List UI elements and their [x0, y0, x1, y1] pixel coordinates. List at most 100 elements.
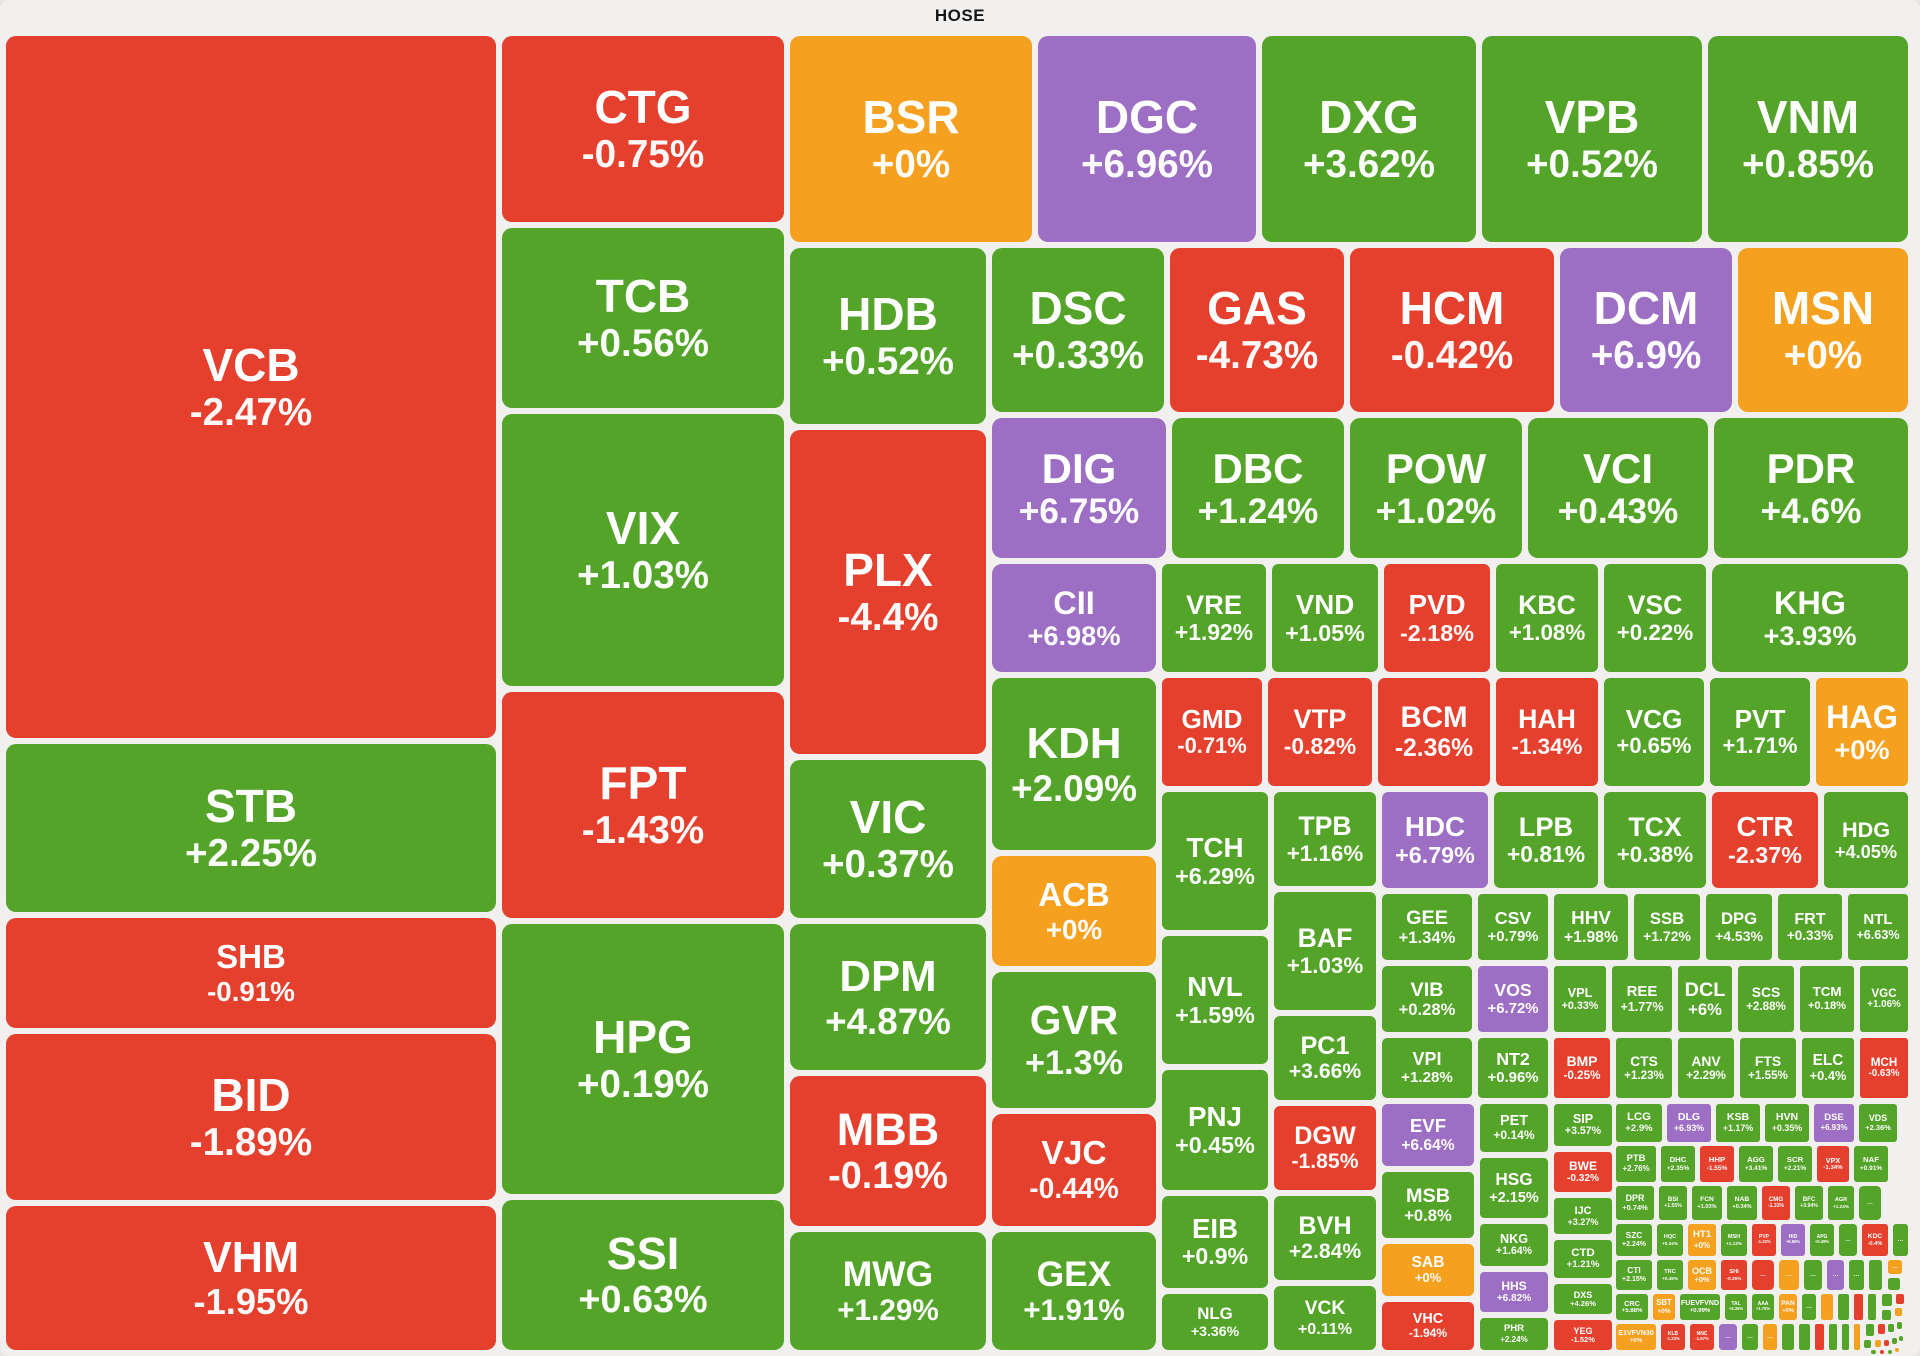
stock-tile-CTD[interactable]: CTD +1.21% [1554, 1240, 1612, 1278]
mini-stock-tile[interactable]: … [1859, 1186, 1881, 1220]
mini-stock-tile[interactable] [1842, 1324, 1849, 1350]
stock-tile-APG[interactable]: APG +0.49% [1810, 1224, 1834, 1256]
stock-tile-HDB[interactable]: HDB +0.52% [790, 248, 986, 424]
mini-stock-tile[interactable] [1829, 1324, 1837, 1350]
mini-stock-tile[interactable] [1895, 1308, 1902, 1316]
stock-tile-BWE[interactable]: BWE -0.32% [1554, 1152, 1612, 1192]
stock-tile-VCB[interactable]: VCB -2.47% [6, 36, 496, 738]
stock-tile-GAS[interactable]: GAS -4.73% [1170, 248, 1344, 412]
mini-stock-tile[interactable]: … [1827, 1260, 1844, 1290]
mini-stock-tile[interactable] [1838, 1294, 1849, 1320]
stock-tile-KHG[interactable]: KHG +3.93% [1712, 564, 1908, 672]
stock-tile-DGC[interactable]: DGC +6.96% [1038, 36, 1256, 242]
mini-stock-tile[interactable] [1854, 1294, 1863, 1320]
stock-tile-DCL[interactable]: DCL +6% [1678, 966, 1732, 1032]
stock-tile-SHB[interactable]: SHB -0.91% [6, 918, 496, 1028]
stock-tile-GEE[interactable]: GEE +1.34% [1382, 894, 1472, 960]
stock-tile-VPL[interactable]: VPL +0.33% [1554, 966, 1606, 1032]
stock-tile-VGC[interactable]: VGC +1.06% [1860, 966, 1908, 1032]
stock-tile-DIG[interactable]: DIG +6.75% [992, 418, 1166, 558]
stock-tile-SSI[interactable]: SSI +0.63% [502, 1200, 784, 1350]
stock-tile-SZC[interactable]: SZC +2.24% [1616, 1224, 1652, 1256]
stock-tile-NVL[interactable]: NVL +1.59% [1162, 936, 1268, 1064]
mini-stock-tile[interactable]: … [1719, 1324, 1737, 1350]
stock-tile-VIX[interactable]: VIX +1.03% [502, 414, 784, 686]
mini-stock-tile[interactable] [1871, 1350, 1876, 1354]
stock-tile-MSH[interactable]: MSH +1.13% [1721, 1224, 1747, 1256]
stock-tile-BFC[interactable]: BFC +3.94% [1795, 1186, 1823, 1220]
mini-stock-tile[interactable] [1880, 1350, 1884, 1354]
stock-tile-HID[interactable]: HID +6.86% [1781, 1224, 1805, 1256]
mini-stock-tile[interactable] [1888, 1350, 1892, 1354]
stock-tile-KDC[interactable]: KDC -0.4% [1862, 1224, 1888, 1256]
stock-tile-TCX[interactable]: TCX +0.38% [1604, 792, 1706, 888]
stock-tile-BSR[interactable]: BSR +0% [790, 36, 1032, 242]
stock-tile-GMD[interactable]: GMD -0.71% [1162, 678, 1262, 786]
stock-tile-TCB[interactable]: TCB +0.56% [502, 228, 784, 408]
mini-stock-tile[interactable] [1866, 1324, 1874, 1336]
stock-tile-CTR[interactable]: CTR -2.37% [1712, 792, 1818, 888]
stock-tile-YEG[interactable]: YEG -1.52% [1554, 1320, 1612, 1350]
stock-tile-HDC[interactable]: HDC +6.79% [1382, 792, 1488, 888]
stock-tile-SBT[interactable]: SBT +0% [1653, 1294, 1675, 1320]
stock-tile-SAB[interactable]: SAB +0% [1382, 1244, 1474, 1296]
stock-tile-CMG[interactable]: CMG -1.33% [1762, 1186, 1790, 1220]
stock-tile-KDH[interactable]: KDH +2.09% [992, 678, 1156, 850]
stock-tile-DSC[interactable]: DSC +0.33% [992, 248, 1164, 412]
stock-tile-FCN[interactable]: FCN +1.03% [1692, 1186, 1722, 1220]
stock-tile-VPB[interactable]: VPB +0.52% [1482, 36, 1702, 242]
stock-tile-EVF[interactable]: EVF +6.64% [1382, 1104, 1474, 1166]
stock-tile-KBC[interactable]: KBC +1.08% [1496, 564, 1598, 672]
mini-stock-tile[interactable] [1888, 1278, 1900, 1290]
stock-tile-HHS[interactable]: HHS +6.82% [1480, 1272, 1548, 1312]
stock-tile-STB[interactable]: STB +2.25% [6, 744, 496, 912]
stock-tile-ACB[interactable]: ACB +0% [992, 856, 1156, 966]
stock-tile-MSN[interactable]: MSN +0% [1738, 248, 1908, 412]
stock-tile-PNJ[interactable]: PNJ +0.45% [1162, 1070, 1268, 1190]
stock-tile-NNC[interactable]: NNC -1.57% [1690, 1324, 1714, 1350]
stock-tile-AAA[interactable]: AAA +1.76% [1752, 1294, 1774, 1320]
stock-tile-DGW[interactable]: DGW -1.85% [1274, 1106, 1376, 1190]
mini-stock-tile[interactable] [1864, 1340, 1871, 1348]
stock-tile-BVH[interactable]: BVH +2.84% [1274, 1196, 1376, 1280]
stock-tile-CTS[interactable]: CTS +1.23% [1616, 1038, 1672, 1098]
mini-stock-tile[interactable]: … [1849, 1260, 1864, 1290]
mini-stock-tile[interactable] [1821, 1294, 1833, 1320]
stock-tile-VOS[interactable]: VOS +6.72% [1478, 966, 1548, 1032]
mini-stock-tile[interactable]: … [1804, 1260, 1822, 1290]
stock-tile-POW[interactable]: POW +1.02% [1350, 418, 1522, 558]
stock-tile-SSB[interactable]: SSB +1.72% [1634, 894, 1700, 960]
stock-tile-TCH[interactable]: TCH +6.29% [1162, 792, 1268, 930]
mini-stock-tile[interactable]: … [1839, 1224, 1857, 1256]
stock-tile-NLG[interactable]: NLG +3.36% [1162, 1294, 1268, 1350]
stock-tile-HAH[interactable]: HAH -1.34% [1496, 678, 1598, 786]
mini-stock-tile[interactable] [1888, 1324, 1894, 1332]
mini-stock-tile[interactable] [1868, 1294, 1876, 1320]
stock-tile-PET[interactable]: PET +0.14% [1480, 1104, 1548, 1152]
mini-stock-tile[interactable] [1782, 1324, 1794, 1350]
stock-tile-HVN[interactable]: HVN +0.35% [1765, 1104, 1809, 1142]
stock-tile-VHM[interactable]: VHM -1.95% [6, 1206, 496, 1350]
stock-tile-VHC[interactable]: VHC -1.94% [1382, 1302, 1474, 1350]
stock-tile-PVP[interactable]: PVP -1.32% [1752, 1224, 1776, 1256]
stock-tile-VCI[interactable]: VCI +0.43% [1528, 418, 1708, 558]
stock-tile-CTG[interactable]: CTG -0.75% [502, 36, 784, 222]
stock-tile-NT2[interactable]: NT2 +0.96% [1478, 1038, 1548, 1098]
stock-tile-PVT[interactable]: PVT +1.71% [1710, 678, 1810, 786]
stock-tile-HCM[interactable]: HCM -0.42% [1350, 248, 1554, 412]
stock-tile-PVD[interactable]: PVD -2.18% [1384, 564, 1490, 672]
stock-tile-TCM[interactable]: TCM +0.18% [1800, 966, 1854, 1032]
mini-stock-tile[interactable] [1815, 1324, 1824, 1350]
stock-tile-PLX[interactable]: PLX -4.4% [790, 430, 986, 754]
stock-tile-SCS[interactable]: SCS +2.88% [1738, 966, 1794, 1032]
stock-tile-NAF[interactable]: NAF +0.91% [1854, 1146, 1888, 1182]
stock-tile-HHV[interactable]: HHV +1.98% [1554, 894, 1628, 960]
stock-tile-HDG[interactable]: HDG +4.05% [1824, 792, 1908, 888]
stock-tile-VPX[interactable]: VPX -1.34% [1817, 1146, 1849, 1182]
stock-tile-BMP[interactable]: BMP -0.25% [1554, 1038, 1610, 1098]
stock-tile-FUEVFVND[interactable]: FUEVFVND +0.99% [1680, 1294, 1720, 1320]
stock-tile-DPR[interactable]: DPR +0.74% [1616, 1186, 1654, 1220]
stock-tile-VND[interactable]: VND +1.05% [1272, 564, 1378, 672]
stock-tile-CRC[interactable]: CRC +5.88% [1616, 1294, 1648, 1320]
stock-tile-HPG[interactable]: HPG +0.19% [502, 924, 784, 1194]
